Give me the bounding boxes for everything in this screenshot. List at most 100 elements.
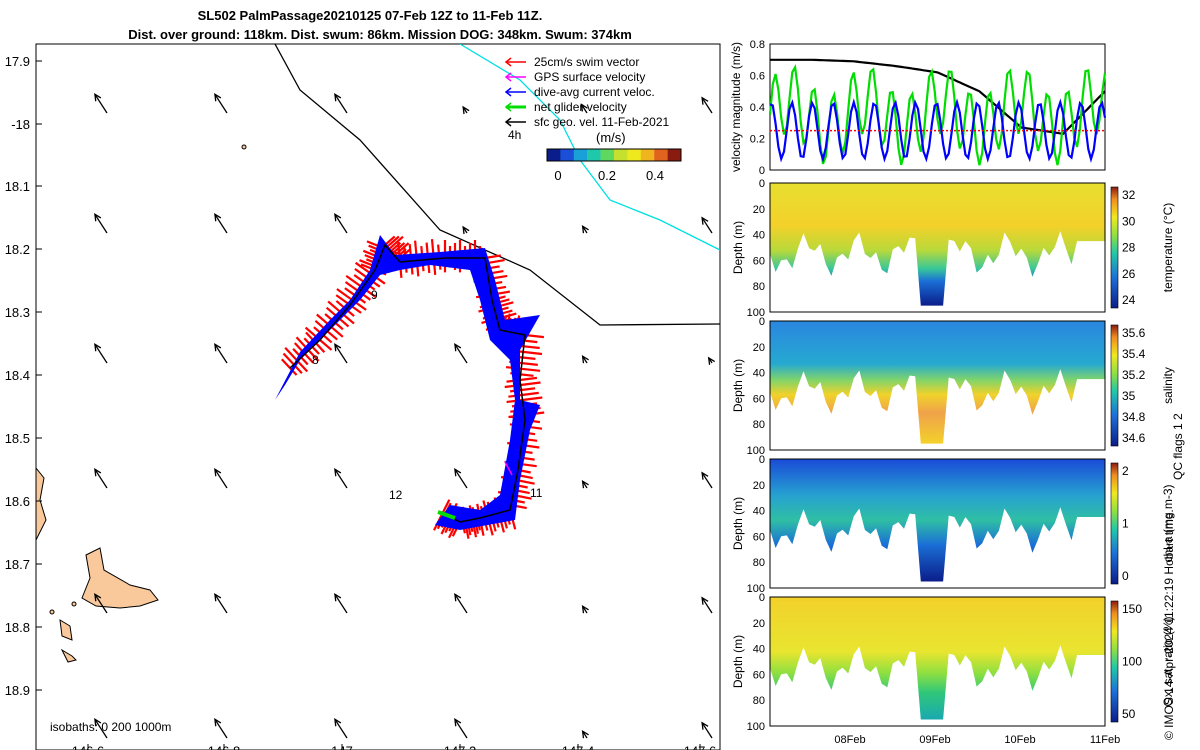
geo-arrow-head (454, 593, 462, 602)
map-y-tick-label: 18.6 (5, 494, 30, 509)
island-5 (241, 144, 247, 150)
imos-credit: © IMOS 14-Apr-2024 11:22:19 Hobart time. (1162, 509, 1176, 740)
island-7 (71, 601, 77, 607)
day-label-11: 11 (530, 486, 543, 500)
geo-arrow-head (334, 93, 342, 102)
geo-arrow (214, 468, 228, 489)
velocity-y-tick: 0.8 (750, 39, 765, 51)
geo-arrow-head (454, 718, 462, 727)
colorbar-label: temperature (°C) (1161, 203, 1175, 293)
geo-arrow (214, 93, 228, 114)
geo-arrow-head (214, 468, 222, 477)
heatmap-y-tick: 80 (753, 419, 765, 431)
day-label-12: 12 (389, 488, 403, 502)
heatmap-colorbar (1110, 462, 1119, 585)
colorbar-tick: 150 (1122, 602, 1142, 616)
geo-arrow (334, 718, 348, 739)
colorbar-tick: 35.4 (1122, 347, 1146, 361)
map-y-tick-label: 18.9 (5, 683, 30, 698)
colorbar-tick: 34.8 (1122, 410, 1146, 424)
heatmap-frame (769, 182, 1106, 313)
velocity-magnitude-plot: 0 0.2 0.4 0.6 0.8 velocity magnitude (m/s) (730, 39, 1107, 177)
island-6 (49, 609, 55, 615)
isobaths-label: isobaths: 0 200 1000m (50, 720, 171, 734)
velocity-series-line (770, 58, 1106, 135)
heatmap-y-label: Depth (m) (731, 497, 745, 550)
heatmap-y-tick: 100 (747, 307, 765, 319)
day-label-9: 9 (371, 288, 378, 302)
map-y-axis: 17.9 -18 18.1 18.2 18.3 18.4 18.5 18.6 18.7 18.8 1… (5, 54, 42, 698)
interval-label: 4h (508, 128, 521, 142)
geo-arrow (334, 93, 348, 114)
speed-colorbar-tick: 0 (554, 168, 561, 183)
geo-arrow-head (94, 718, 102, 727)
colorbar-tick: 24 (1122, 293, 1136, 307)
legend-label: dive-avg current veloc. (534, 85, 655, 99)
legend-arrowhead (504, 72, 512, 82)
geo-arrow (701, 217, 713, 234)
map-y-tick-label: 18.7 (5, 557, 30, 572)
profile-heatmap-4: 0 20 40 60 80 100 Depth (m) 50 100 150 Ox. sat. ra… (731, 592, 1175, 733)
heatmap-y-tick: 40 (753, 506, 765, 518)
colorbar-label: Ox. sat. ratio (%) (1161, 616, 1175, 706)
speed-colorbar-segment (614, 149, 628, 161)
dive-avg-current-band (275, 235, 540, 530)
geo-arrow (94, 343, 108, 364)
colorbar-tick: 100 (1122, 655, 1142, 669)
geo-arrow-head (334, 718, 342, 727)
legend-arrowhead (504, 57, 512, 67)
colorbar-tick: 0 (1122, 569, 1129, 583)
date-tick: 09Feb (919, 734, 950, 746)
profile-heatmap-3: 0 20 40 60 80 100 Depth (m) 0 1 2 chl-a (mg m-3) (731, 454, 1175, 595)
heatmap-y-tick: 100 (747, 721, 765, 733)
legend-arrowhead (504, 87, 512, 97)
heatmap-y-label: Depth (m) (731, 221, 745, 274)
map-x-tick-label: 147.4 (562, 744, 595, 750)
geo-arrow-head (581, 479, 589, 489)
speed-colorbar-segment (640, 149, 655, 161)
velocity-series-line (768, 64, 1107, 166)
geo-arrow (94, 93, 108, 114)
velocity-y-tick: 0 (759, 165, 765, 177)
colorbar-tick: 50 (1122, 707, 1136, 721)
isobath-200m (274, 44, 720, 326)
speed-colorbar-segment (573, 149, 588, 161)
heatmap-y-tick: 80 (753, 695, 765, 707)
geo-arrow-head (581, 604, 589, 614)
heatmap-frame (769, 320, 1106, 451)
colorbar-tick: 34.6 (1122, 431, 1146, 445)
geo-arrow-head (214, 593, 222, 602)
colorbar-unit: (m/s) (596, 130, 626, 145)
heatmap-frame (769, 596, 1106, 727)
speed-colorbar-segment (667, 149, 682, 161)
geo-arrow (454, 718, 468, 739)
heatmap-y-tick: 60 (753, 531, 765, 543)
speed-colorbar: 0 0.2 0.4 (546, 148, 682, 183)
heatmap-y-tick: 60 (753, 255, 765, 267)
geo-arrow-head (94, 213, 102, 222)
profile-heatmap-2: 0 20 40 60 80 100 Depth (m) 34.6 34.8 35 35.2 35.4 3… (731, 316, 1175, 457)
geo-arrow (701, 722, 713, 739)
speed-colorbar-segment (627, 149, 641, 161)
island-2 (81, 547, 159, 609)
map-y-tick-label: 18.1 (5, 179, 30, 194)
geo-arrow (214, 718, 228, 739)
map-y-tick-label: 17.9 (5, 54, 30, 69)
geo-arrow (454, 343, 468, 364)
legend-label: sfc geo. vel. 11-Feb-2021 (534, 115, 670, 129)
speed-colorbar-frame (546, 148, 682, 162)
map-y-tick-label: 18.3 (5, 305, 30, 320)
velocity-y-tick: 0.2 (750, 134, 765, 146)
heatmap-y-tick: 100 (747, 445, 765, 457)
geo-arrow-head (334, 343, 342, 352)
geo-arrow-head (707, 356, 716, 365)
geo-arrow (454, 468, 468, 489)
heatmap-y-tick: 40 (753, 368, 765, 380)
geo-arrow-head (581, 729, 589, 739)
map-y-tick-label: -18 (11, 117, 30, 132)
date-tick: 11Feb (1090, 734, 1120, 746)
colorbar-tick: 30 (1122, 214, 1136, 228)
heatmap-y-tick: 20 (753, 342, 765, 354)
geo-arrow (701, 472, 713, 489)
colorbar-tick: 35.6 (1122, 326, 1146, 340)
